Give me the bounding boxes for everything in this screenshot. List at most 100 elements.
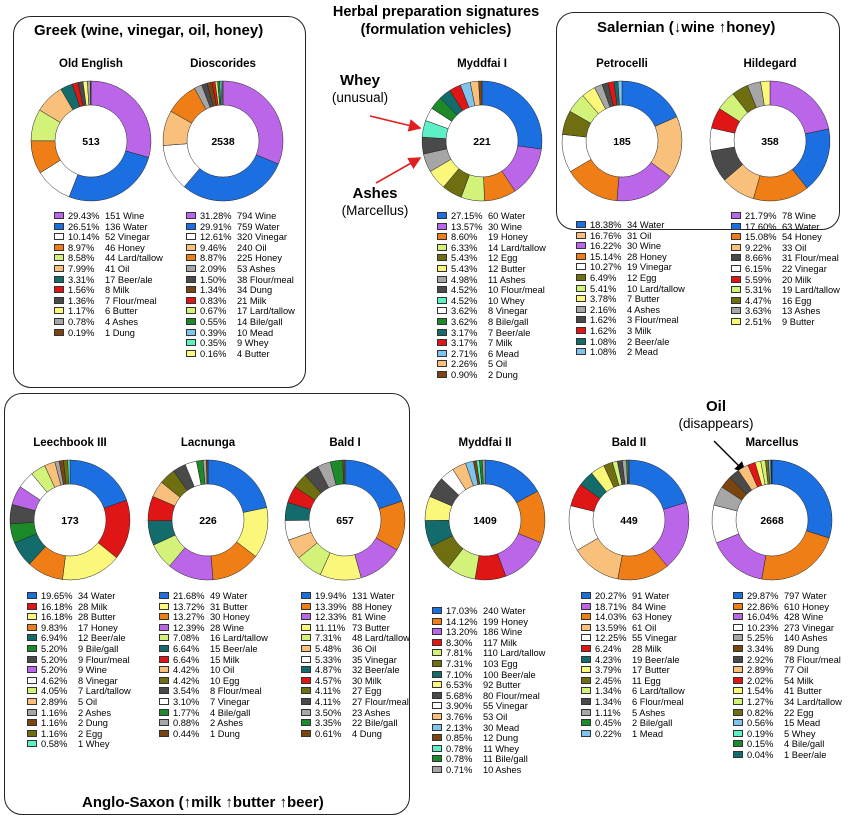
legend-label: 34 Dung [237,285,273,296]
legend-label: 27 Flour/meal [352,697,409,707]
legend-label: 794 Wine [237,211,277,221]
legend-percent: 3.17% [451,327,478,338]
legend-swatch [731,254,741,262]
chart-petrocelli-title: Petrocelli [596,58,648,70]
legend-label: 2 Ashes [210,718,244,729]
legend-label: 11 Whey [483,743,519,754]
legend-swatch [731,265,741,272]
legend-label: 2 Dung [78,718,108,729]
legend-swatch [437,371,447,378]
legend-percent: 12.39% [173,622,205,633]
legend-label: 48 Lard/tallow [352,633,410,644]
legend-swatch [432,681,442,689]
chart-leechbook-iii-title: Leechbook III [33,437,107,449]
legend-label: 240 Oil [237,242,267,253]
legend-label: 34 Water [627,220,665,230]
legend-percent: 0.56% [747,718,774,729]
legend-percent: 0.16% [200,348,227,359]
legend-label: 4 Ashes [627,304,661,315]
legend-label: 100 Beer/ale [483,669,536,680]
legend-label: 61 Oil [632,622,657,633]
legend-percent: 1.56% [68,285,95,296]
legend-label: 78 Flour/meal [784,654,841,665]
legend-percent: 1.11% [595,707,621,718]
legend-label: 44 Lard/tallow [105,253,163,264]
legend-swatch [733,613,743,621]
legend-label: 53 Oil [483,712,508,722]
legend-label: 30 Wine [488,221,523,232]
legend-percent: 1.27% [747,697,774,707]
legend-swatch [437,286,447,294]
legend-label: 34 Lard/tallow [784,697,842,707]
legend-percent: 13.20% [446,627,478,638]
legend-percent: 2.09% [200,264,227,274]
legend-label: 6 Butter [105,306,138,317]
legend-label: 41 Oil [105,264,130,274]
legend-swatch [27,634,37,642]
chart-marcellus-slice-honey [761,530,830,581]
legend-percent: 0.88% [173,718,200,729]
legend-label: 6 Flour/meal [632,697,684,707]
legend-label: 27 Egg [352,686,382,697]
legend-swatch [437,349,447,357]
chart-dioscorides-slice-wine [222,80,284,165]
legend-swatch [301,666,311,674]
legend-label: 151 Wine [105,211,145,221]
legend-label: 136 Water [105,221,148,232]
legend-swatch [27,666,37,674]
chart-leechbook-iii-slice-whey [67,459,71,485]
legend-label: 7 Lard/tallow [78,686,131,697]
legend-label: 14 Bile/gall [237,317,283,327]
legend-swatch [731,307,741,315]
legend-swatch [186,328,196,336]
legend-label: 9 Whey [237,338,269,349]
legend-percent: 0.58% [41,739,68,750]
legend-label: 610 Honey [784,601,829,612]
legend-swatch [159,655,169,663]
legend-percent: 0.44% [173,728,200,739]
legend-label: 4 Bile/gall [210,707,251,718]
legend-swatch [576,348,586,356]
legend-swatch [186,265,196,272]
legend-label: 46 Honey [105,242,145,253]
legend-label: 31 Butter [210,601,248,612]
legend-swatch [54,243,64,251]
legend-percent: 5.41% [590,283,617,294]
chart-hildegard-slice-butter [760,80,771,106]
legend-swatch [186,349,196,357]
chart-bald-i-title: Bald I [329,437,361,449]
legend-label: 2 Bile/gall [632,718,673,729]
legend-swatch [581,698,591,705]
legend-swatch [576,221,586,228]
legend-swatch [186,286,196,294]
legend-label: 54 Milk [784,675,814,686]
legend-label: 1 Whey [78,739,110,750]
legend-percent: 1.34% [595,697,622,707]
legend-swatch [301,729,311,737]
legend-label: 28 Butter [78,612,116,623]
legend-swatch [437,328,447,336]
legend-percent: 3.63% [745,306,772,317]
legend-swatch [581,729,591,737]
legend-swatch [432,755,442,763]
legend-label: 33 Oil [782,242,807,253]
chart-dioscorides-donut: 2538 [162,80,284,202]
legend-swatch [54,296,64,304]
legend-percent: 5.43% [451,253,478,264]
chart-hildegard-title: Hildegard [743,58,797,70]
legend-percent: 0.78% [446,743,473,754]
legend-label: 1 Dung [210,728,240,739]
legend-percent: 1.34% [595,686,622,697]
legend-percent: 2.92% [747,654,774,665]
legend-percent: 15.08% [745,232,777,243]
legend-label: 63 Honey [632,612,672,623]
legend-label: 14 Lard/tallow [488,242,546,253]
legend-percent: 5.33% [315,654,342,665]
legend-label: 4 Butter [237,348,270,359]
chart-old-english-slice-wine [90,80,152,158]
legend-percent: 6.64% [173,654,200,665]
legend-percent: 5.59% [745,274,772,285]
legend-percent: 1.08% [590,336,617,347]
legend-label: 11 Egg [632,675,661,686]
whey-arrow [369,115,422,132]
